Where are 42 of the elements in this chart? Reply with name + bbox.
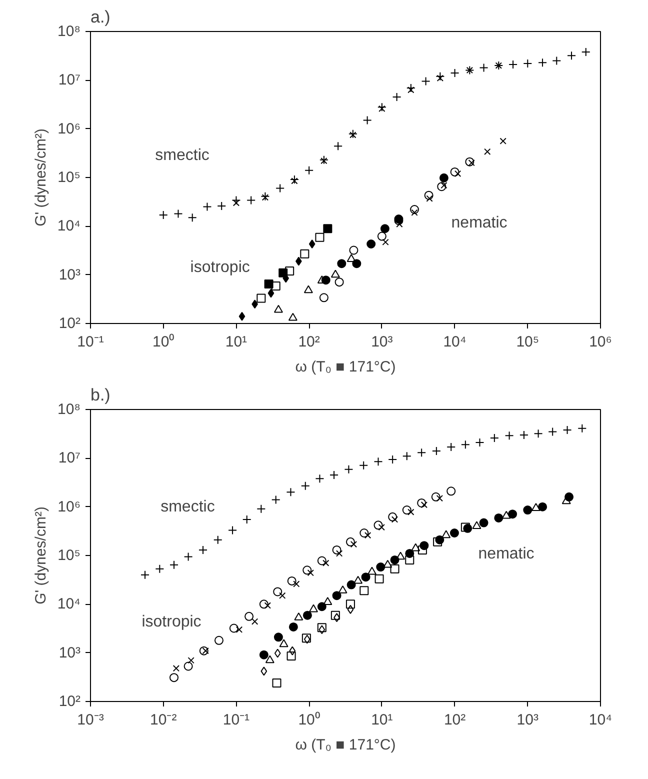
y-tick-label: 10² xyxy=(58,693,81,710)
x-tick-label: 10¹ xyxy=(371,712,393,728)
x-tick-label: 10⁻³ xyxy=(77,712,104,728)
x-tick-label: 10² xyxy=(298,334,320,350)
x-tick-label: 10⁻² xyxy=(150,712,177,728)
chart-title: a.) xyxy=(90,8,110,26)
annotation: nematic xyxy=(478,546,534,562)
x-tick-label: 10⁶ xyxy=(589,334,612,350)
y-tick-label: 10³ xyxy=(58,266,81,284)
y-axis-title: G' (dynes/cm²) xyxy=(32,128,50,226)
annotation: nematic xyxy=(451,214,508,232)
annotation: smectic xyxy=(160,498,215,516)
y-tick-label: 10⁵ xyxy=(58,547,81,564)
y-tick-label: 10⁶ xyxy=(58,120,80,138)
x-tick-label: 10⁻¹ xyxy=(77,334,104,350)
x-tick-label: 10³ xyxy=(371,334,393,350)
annotation: isotropic xyxy=(142,613,202,630)
x-tick-label: 10⁰ xyxy=(298,712,320,728)
y-tick-label: 10⁴ xyxy=(57,596,81,613)
y-tick-label: 10⁵ xyxy=(58,169,81,186)
x-axis-title: ω (T₀ ■ 171°C) xyxy=(295,358,396,376)
annotation: smectic xyxy=(155,146,210,164)
x-tick-label: 10⁴ xyxy=(443,334,466,350)
y-tick-label: 10⁸ xyxy=(57,23,81,40)
chart-title: b.) xyxy=(90,386,110,404)
x-tick-label: 10⁻¹ xyxy=(222,712,250,728)
y-tick-label: 10² xyxy=(58,315,81,332)
x-axis-title: ω (T₀ ■ 171°C) xyxy=(295,736,396,754)
x-tick-label: 10⁰ xyxy=(152,334,174,350)
y-tick-label: 10³ xyxy=(58,644,81,662)
x-tick-label: 10² xyxy=(444,712,466,728)
y-tick-label: 10⁴ xyxy=(57,218,81,235)
y-tick-label: 10⁷ xyxy=(58,72,81,89)
y-tick-label: 10⁷ xyxy=(58,450,81,467)
annotation: isotropic xyxy=(190,258,250,276)
x-tick-label: 10⁴ xyxy=(588,712,612,728)
y-tick-label: 10⁸ xyxy=(57,401,81,418)
x-tick-label: 10³ xyxy=(516,712,538,728)
x-tick-label: 10⁵ xyxy=(516,334,540,350)
x-tick-label: 10¹ xyxy=(225,334,248,350)
y-tick-label: 10⁶ xyxy=(58,498,80,516)
y-axis-title: G' (dynes/cm²) xyxy=(32,506,50,604)
